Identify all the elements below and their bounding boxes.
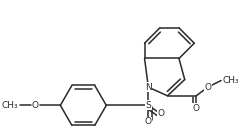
Text: S: S bbox=[145, 101, 151, 110]
Text: N: N bbox=[145, 83, 152, 92]
Text: O: O bbox=[193, 104, 200, 113]
Text: CH₃: CH₃ bbox=[2, 101, 18, 110]
Text: CH₃: CH₃ bbox=[223, 76, 240, 85]
Text: O: O bbox=[32, 101, 39, 110]
Text: O: O bbox=[145, 117, 152, 126]
Text: O: O bbox=[204, 83, 211, 92]
Text: O: O bbox=[157, 110, 164, 118]
